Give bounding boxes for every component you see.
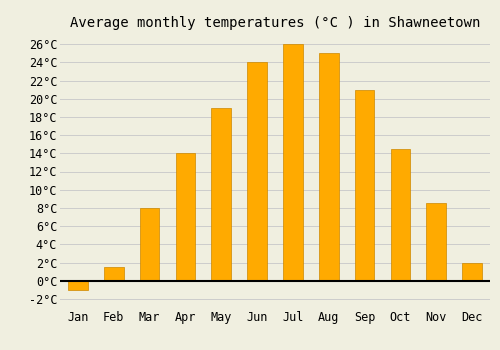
Bar [176, 153, 196, 281]
Bar [68, 281, 88, 290]
Bar [247, 62, 267, 281]
Bar [319, 53, 338, 281]
Bar [426, 203, 446, 281]
Bar [104, 267, 124, 281]
Bar [140, 208, 160, 281]
Title: Average monthly temperatures (°C ) in Shawneetown: Average monthly temperatures (°C ) in Sh… [70, 16, 480, 30]
Bar [390, 149, 410, 281]
Bar [283, 44, 303, 281]
Bar [354, 90, 374, 281]
Bar [212, 108, 231, 281]
Bar [462, 262, 482, 281]
